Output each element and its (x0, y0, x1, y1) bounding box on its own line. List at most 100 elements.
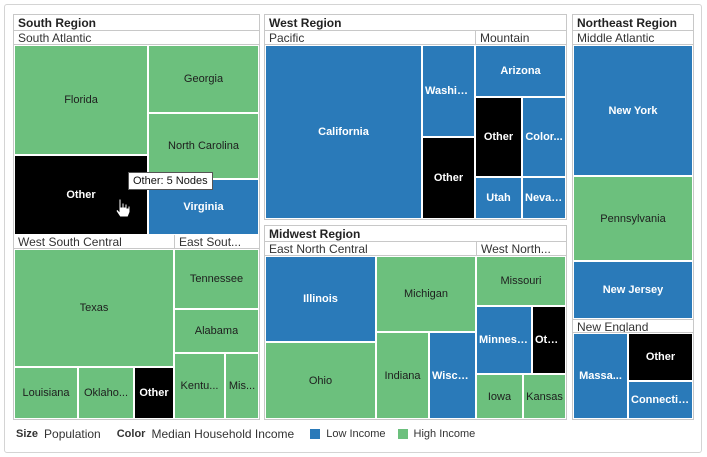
division-title: West South Central (14, 235, 174, 249)
tile-new-york[interactable]: New York (573, 45, 693, 176)
tile-label: Nevada (525, 192, 563, 204)
division-title: Pacific (265, 31, 475, 45)
tile-south-atlantic-other[interactable]: Other (14, 155, 148, 235)
tile-label: Florida (64, 94, 98, 106)
tile-iowa[interactable]: Iowa (476, 374, 523, 419)
tile-west-north-central-other[interactable]: Other (532, 306, 566, 374)
division-title: East North Central (265, 242, 476, 256)
tile-label: Virginia (183, 201, 224, 213)
tile-label: Wisco... (432, 369, 473, 382)
tooltip: Other: 5 Nodes (128, 172, 213, 190)
tile-new-england-other[interactable]: Other (628, 333, 693, 381)
division-title: East Sout... (174, 235, 259, 249)
tile-pacific-other[interactable]: Other (422, 137, 475, 219)
tile-connecticut[interactable]: Connecticut (628, 381, 693, 419)
hand-cursor-icon (115, 198, 131, 218)
tile-label: Georgia (183, 73, 224, 85)
tile-label: Louisiana (22, 387, 70, 399)
high-income-swatch (397, 429, 408, 439)
tile-label: Utah (486, 192, 511, 204)
tile-label: Illinois (303, 293, 338, 305)
region-title: Midwest Region (265, 226, 566, 242)
division-title: Middle Atlantic (573, 31, 693, 45)
division-title: West North... (476, 242, 566, 256)
tile-new-jersey[interactable]: New Jersey (573, 261, 693, 319)
tile-label: Missouri (500, 275, 542, 287)
region-title: West Region (265, 15, 566, 31)
tile-label: Tennessee (189, 273, 244, 285)
west-region: West Region Pacific Mountain California … (264, 14, 567, 220)
tile-louisiana[interactable]: Louisiana (14, 367, 78, 419)
tile-illinois[interactable]: Illinois (265, 256, 376, 342)
tile-label: Other (483, 131, 514, 143)
tile-texas[interactable]: Texas (14, 249, 174, 367)
tile-label: Washin... (425, 85, 472, 97)
legend: Size Population Color Median Household I… (16, 426, 487, 442)
region-title: South Region (14, 15, 259, 31)
tile-wisconsin[interactable]: Wisco... (429, 332, 476, 419)
size-label: Size (16, 428, 39, 440)
legend-entry-low[interactable]: Low Income (310, 428, 386, 440)
tile-arizona[interactable]: Arizona (475, 45, 566, 97)
tile-label: Michigan (403, 288, 449, 300)
northeast-region: Northeast Region Middle Atlantic New Yor… (572, 14, 694, 420)
tile-mississippi[interactable]: Mis... (225, 353, 259, 419)
color-label: Color (116, 428, 146, 440)
tile-nevada[interactable]: Nevada (522, 177, 566, 219)
tile-label: Pennsylvania (600, 212, 666, 225)
division-title: South Atlantic (14, 31, 259, 45)
tile-label: Other (66, 189, 96, 201)
tile-mountain-other[interactable]: Other (475, 97, 522, 177)
tile-label: Texas (79, 302, 109, 314)
tile-label: Massa... (579, 370, 622, 382)
tile-label: Other (535, 334, 563, 346)
tile-label: Alabama (194, 325, 239, 337)
legend-entry-high[interactable]: High Income (397, 428, 476, 440)
size-value: Population (44, 427, 101, 441)
tile-utah[interactable]: Utah (475, 177, 522, 219)
tile-minnesota[interactable]: Minnesota (476, 306, 532, 374)
tile-kentucky[interactable]: Kentu... (174, 353, 225, 419)
tile-label: Color... (525, 131, 563, 143)
tile-label: Iowa (487, 390, 512, 403)
tile-north-carolina[interactable]: North Carolina (148, 113, 259, 179)
tile-massachusetts[interactable]: Massa... (573, 333, 628, 419)
division-title: New England (573, 319, 693, 333)
tile-georgia[interactable]: Georgia (148, 45, 259, 113)
tile-missouri[interactable]: Missouri (476, 256, 566, 306)
tile-oklahoma[interactable]: Oklaho... (78, 367, 134, 419)
tile-west-south-central-other[interactable]: Other (134, 367, 174, 419)
tile-label: Other (645, 351, 676, 363)
tile-colorado[interactable]: Color... (522, 97, 566, 177)
tile-label: Connecticut (631, 394, 690, 406)
legend-low-label: Low Income (326, 428, 386, 440)
tile-indiana[interactable]: Indiana (376, 332, 429, 419)
tile-label: Arizona (500, 65, 541, 77)
tile-label: Oklaho... (83, 387, 129, 399)
tile-ohio[interactable]: Ohio (265, 342, 376, 419)
tile-label: Kentu... (180, 380, 219, 392)
tile-label: New Jersey (602, 284, 664, 296)
tile-label: California (318, 126, 369, 138)
midwest-region: Midwest Region East North Central West N… (264, 225, 567, 420)
tile-washington[interactable]: Washin... (422, 45, 475, 137)
south-region: South Region South Atlantic Florida Geor… (13, 14, 260, 420)
low-income-swatch (310, 429, 321, 439)
division-title: Mountain (475, 31, 566, 45)
tile-california[interactable]: California (265, 45, 422, 219)
tile-alabama[interactable]: Alabama (174, 309, 259, 353)
legend-high-label: High Income (413, 428, 476, 440)
tile-label: Mis... (228, 380, 256, 392)
tile-label: Kansas (526, 390, 563, 403)
tile-pennsylvania[interactable]: Pennsylvania (573, 176, 693, 261)
tile-label: Other (433, 172, 464, 184)
tile-michigan[interactable]: Michigan (376, 256, 476, 332)
tile-florida[interactable]: Florida (14, 45, 148, 155)
color-value: Median Household Income (151, 427, 295, 441)
tile-kansas[interactable]: Kansas (523, 374, 566, 419)
tile-label: Ohio (308, 374, 333, 387)
tile-tennessee[interactable]: Tennessee (174, 249, 259, 309)
tile-label: North Carolina (168, 140, 239, 152)
tile-label: Minnesota (479, 334, 529, 346)
tile-label: Indiana (384, 369, 421, 382)
